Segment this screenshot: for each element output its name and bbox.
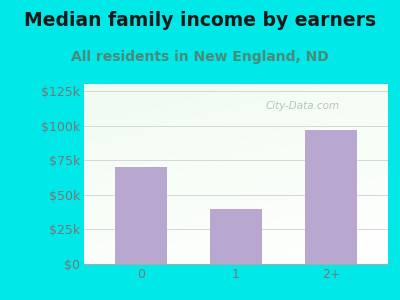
Text: All residents in New England, ND: All residents in New England, ND: [71, 50, 329, 64]
Text: Median family income by earners: Median family income by earners: [24, 11, 376, 31]
Text: City-Data.com: City-Data.com: [266, 100, 340, 111]
Bar: [305, 130, 357, 264]
Bar: [210, 208, 262, 264]
Bar: [115, 167, 167, 264]
